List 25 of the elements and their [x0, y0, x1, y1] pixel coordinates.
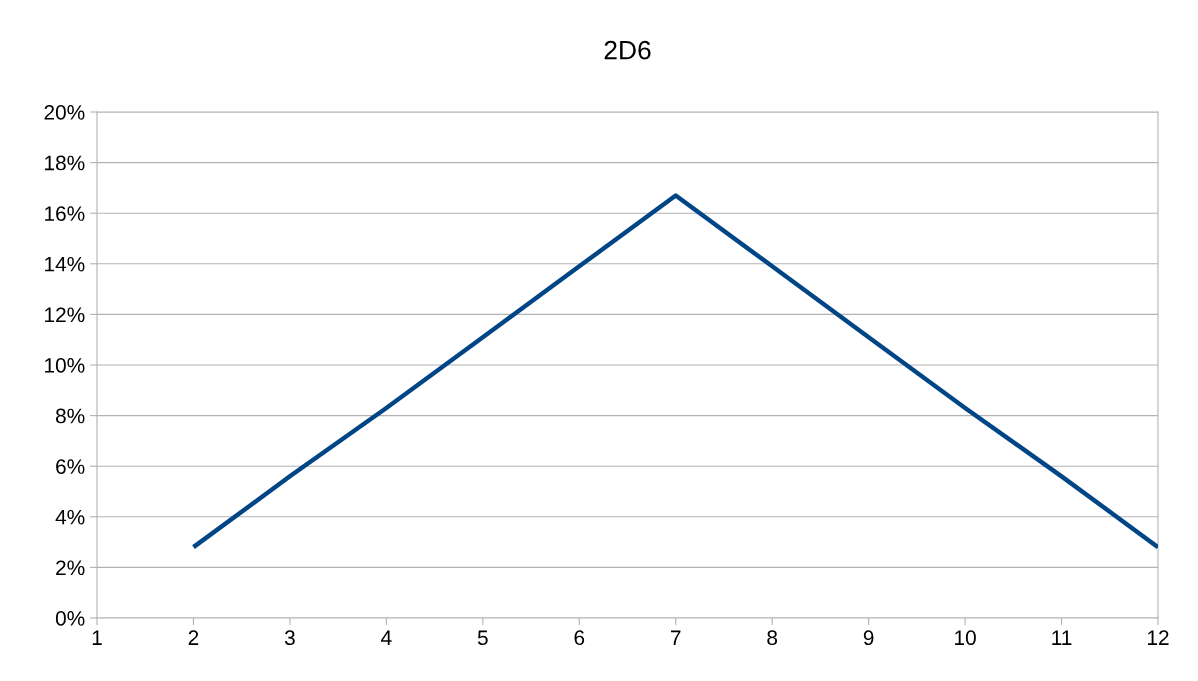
x-tick-label: 6 — [574, 630, 585, 646]
y-tick-label: 0% — [55, 611, 85, 626]
x-tick-label: 2 — [188, 630, 199, 645]
x-tick-label: 5 — [477, 630, 488, 646]
x-tick-label: 1 — [92, 630, 102, 645]
x-tick-label: 12 — [1148, 630, 1169, 645]
y-tick-label: 6% — [56, 459, 85, 474]
line-series — [191, 193, 1158, 550]
y-tick-label: 8% — [55, 408, 85, 424]
x-tick-label: 11 — [1052, 630, 1072, 645]
x-tick-label: 10 — [955, 630, 976, 646]
chart-title: 2D6 — [604, 40, 651, 60]
y-tick-label: 2% — [56, 560, 85, 576]
y-tick-label: 20% — [44, 105, 85, 120]
y-tick-label: 16% — [45, 206, 85, 221]
y-tick-label: 4% — [55, 509, 85, 525]
y-tick-label: 12% — [45, 307, 85, 323]
x-tick-label: 3 — [284, 630, 295, 646]
y-tick-label: 18% — [45, 155, 85, 171]
x-tick-label: 4 — [381, 630, 392, 645]
y-tick-label: 14% — [45, 256, 85, 272]
x-tick-label: 8 — [767, 630, 778, 646]
x-tick-label: 7 — [671, 630, 681, 645]
y-tick-label: 10% — [45, 358, 85, 373]
x-tick-label: 9 — [863, 630, 874, 646]
